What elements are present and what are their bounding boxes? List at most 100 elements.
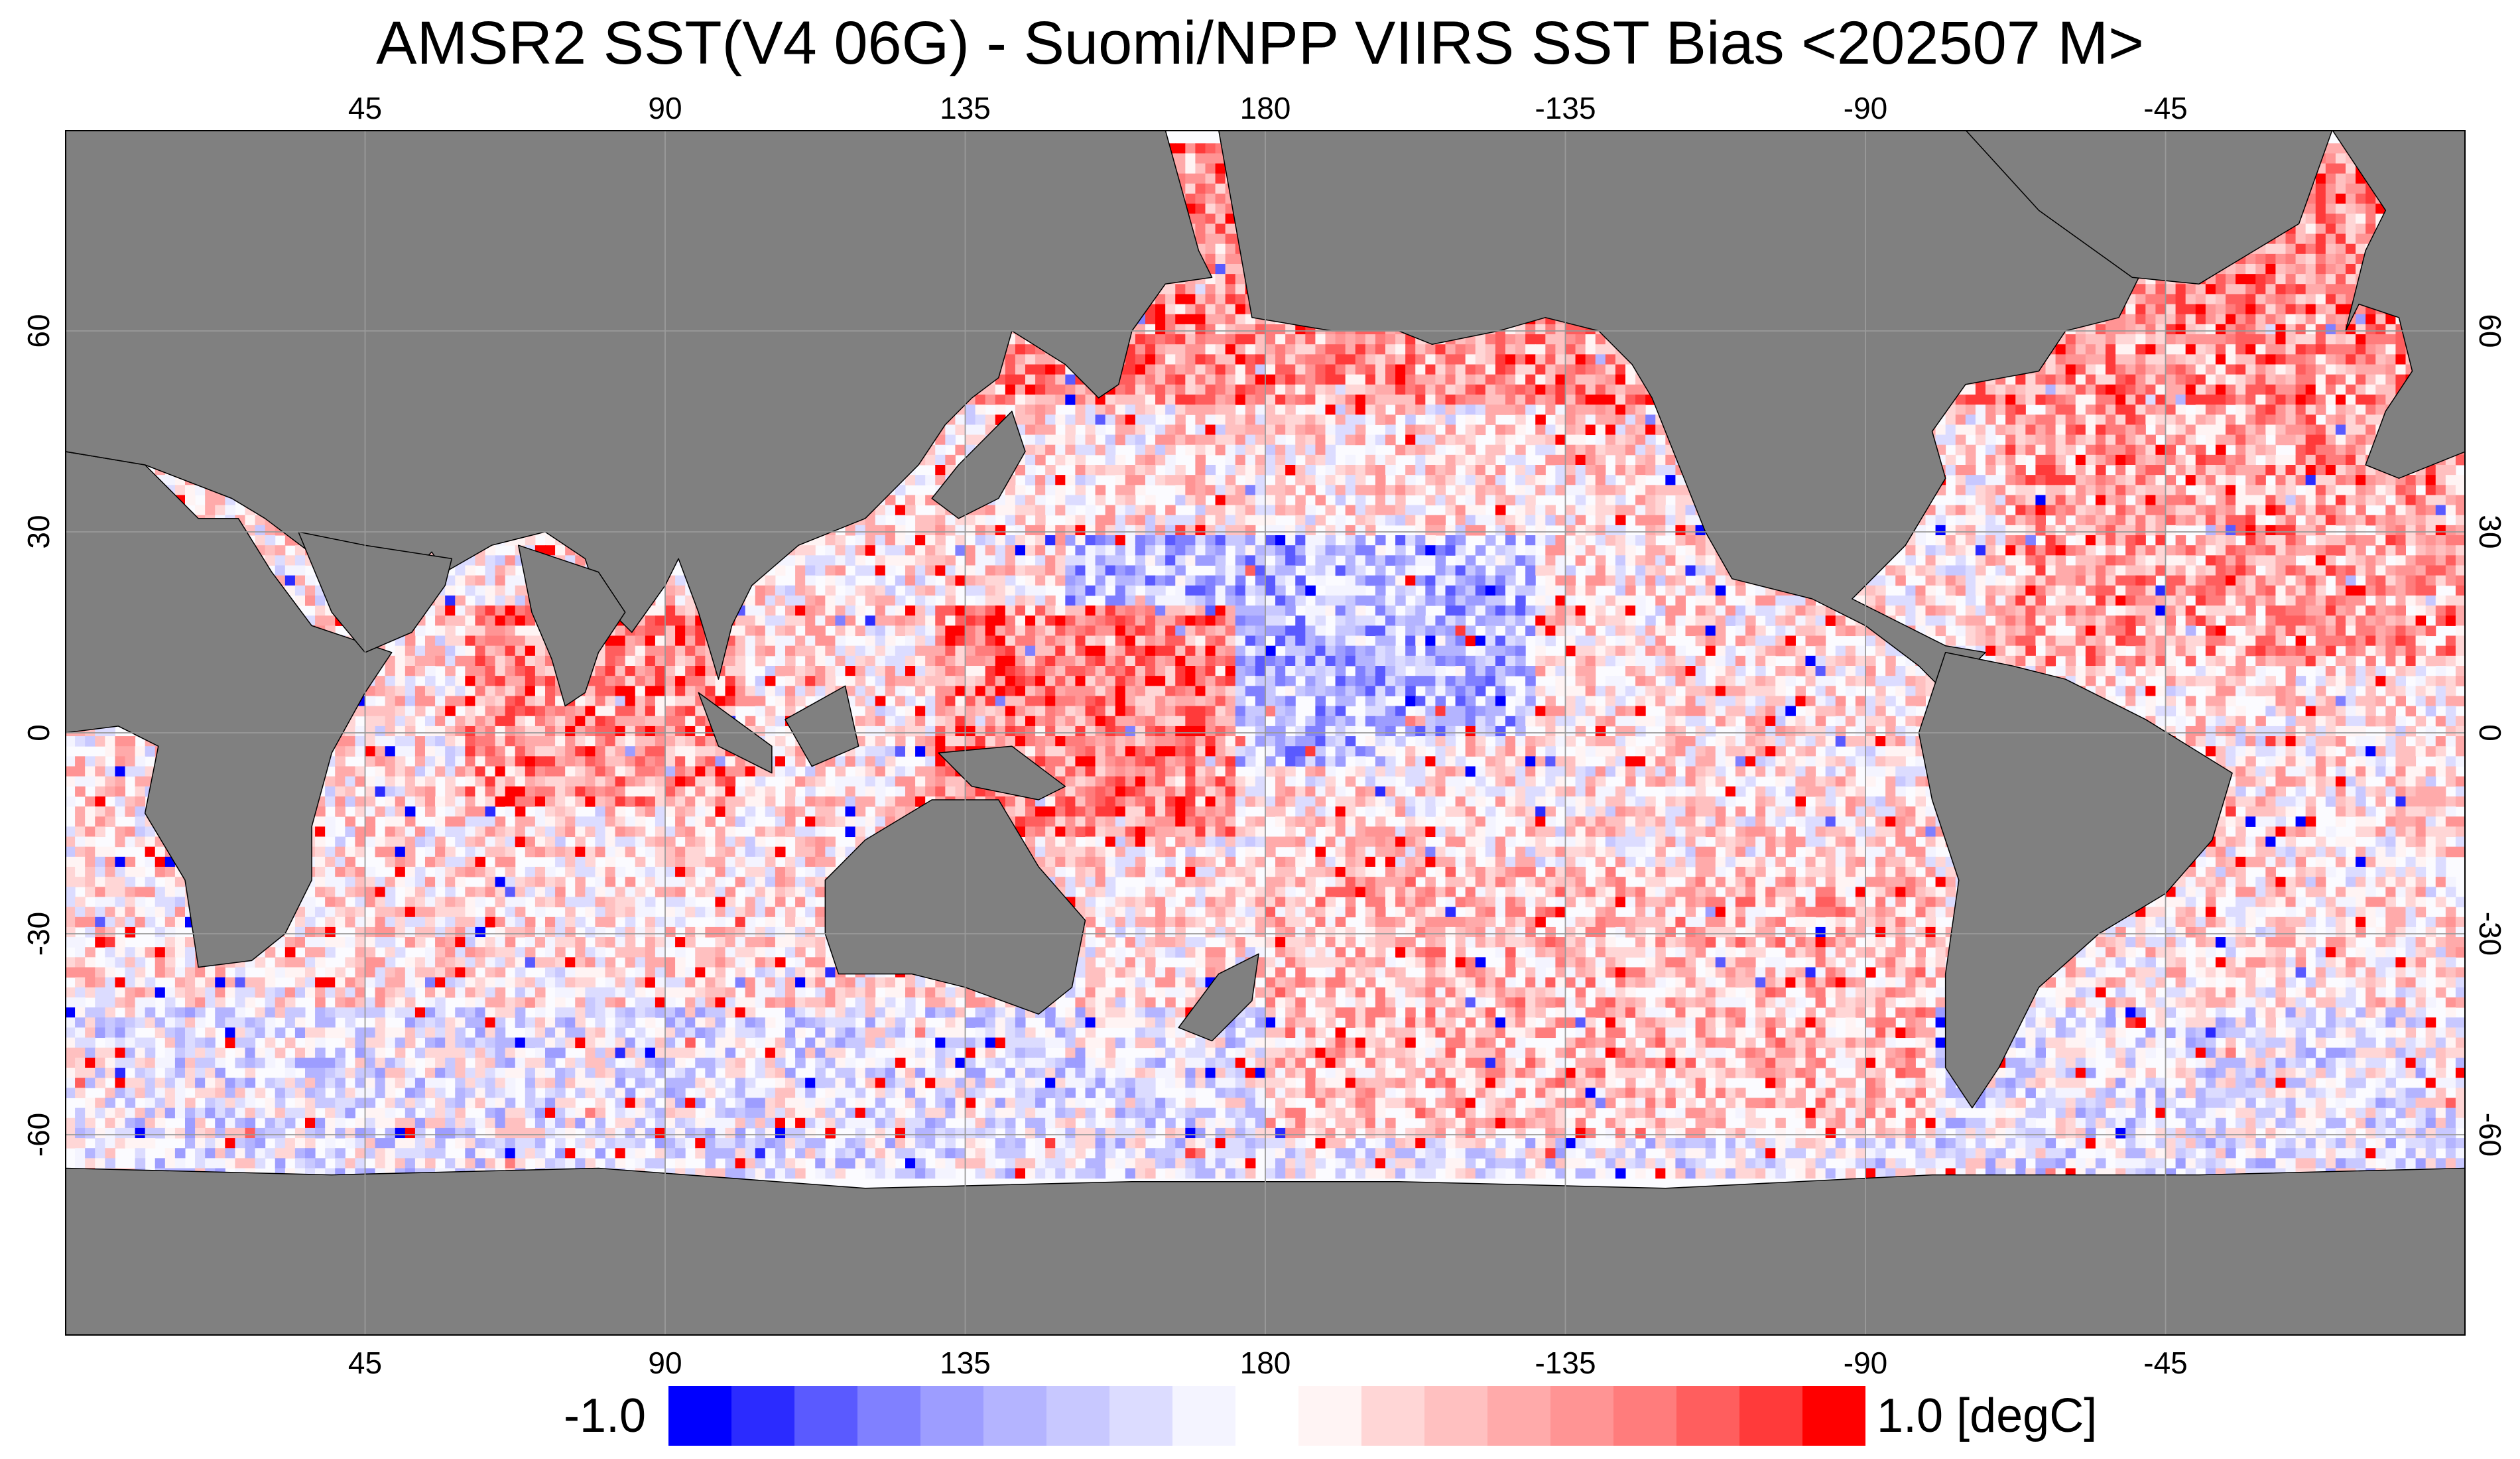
bias-cell: [1205, 173, 1216, 184]
bias-cell: [1195, 143, 1206, 154]
bias-cell: [2356, 223, 2366, 235]
bias-cell: [2215, 284, 2226, 294]
bias-cell: [2285, 274, 2297, 285]
bias-cell: [2236, 264, 2246, 275]
bias-cell: [1145, 334, 1156, 345]
bias-cell: [2346, 193, 2356, 204]
bias-cell: [2236, 314, 2246, 325]
bias-cell: [2365, 214, 2376, 224]
bias-cell: [2265, 294, 2276, 305]
bias-cell: [2346, 264, 2356, 275]
bias-cell: [2346, 173, 2356, 184]
bias-cell: [2346, 163, 2356, 174]
bias-cell: [2226, 324, 2236, 335]
bias-cell: [2335, 173, 2346, 184]
bias-cell: [2205, 314, 2216, 325]
bias-cell: [2275, 314, 2287, 325]
bias-cell: [1165, 344, 1176, 355]
bias-cell: [1235, 344, 1246, 355]
bias-cell: [1205, 143, 1216, 154]
bias-cell: [1545, 344, 1556, 355]
bias-cell: [1155, 334, 1166, 345]
bias-cell: [2295, 284, 2306, 294]
bias-cell: [1185, 153, 1196, 164]
bias-cell: [1225, 324, 1236, 335]
bias-cell: [1205, 233, 1216, 245]
bias-cell: [1385, 344, 1396, 355]
bias-cell: [2215, 294, 2226, 305]
bias-cell: [2305, 294, 2316, 305]
bias-cell: [2155, 304, 2167, 315]
bias-cell: [1385, 334, 1396, 345]
bias-cell: [1185, 183, 1196, 194]
bias-cell: [1235, 314, 1246, 325]
bias-cell: [1295, 334, 1306, 345]
bias-cell: [2335, 204, 2346, 214]
bias-cell: [1245, 324, 1256, 335]
bias-cell: [1195, 183, 1206, 194]
lon-tick-label: 45: [348, 92, 382, 125]
bias-cell: [2335, 233, 2346, 245]
bias-cell: [1225, 214, 1236, 224]
bias-cell: [1605, 344, 1616, 355]
bias-cell: [1195, 334, 1206, 345]
bias-cell: [2315, 314, 2326, 325]
bias-cell: [2236, 274, 2246, 285]
bias-cell: [1205, 304, 1216, 315]
bias-cell: [2325, 223, 2336, 235]
bias-cell: [1595, 334, 1606, 345]
bias-cell: [1575, 334, 1586, 345]
bias-cell: [2346, 274, 2356, 285]
bias-cell: [2315, 304, 2326, 315]
bias-cell: [2275, 274, 2287, 285]
bias-cell: [2325, 153, 2336, 164]
bias-cell: [1535, 344, 1546, 355]
lon-tick-label: 45: [348, 1346, 382, 1379]
bias-cell: [1295, 344, 1306, 355]
map-title: AMSR2 SST(V4 06G) - Suomi/NPP VIIRS SST …: [0, 0, 2520, 86]
bias-cell: [2356, 233, 2366, 245]
bias-cell: [2255, 284, 2266, 294]
bias-cell: [1315, 344, 1326, 355]
bias-cell: [1255, 324, 1266, 335]
bias-cell: [1405, 344, 1416, 355]
lon-tick-label: 180: [1240, 1346, 1291, 1379]
bias-cell: [2325, 253, 2336, 265]
bias-cell: [2135, 284, 2146, 294]
bias-cell: [2085, 324, 2096, 335]
bias-cell: [2165, 324, 2176, 335]
bias-cell: [1195, 284, 1206, 294]
bias-cell: [1315, 334, 1326, 345]
bias-cell: [1215, 223, 1226, 235]
bias-cell: [1585, 344, 1596, 355]
bias-cell: [2325, 334, 2336, 345]
bias-cell: [2295, 294, 2306, 305]
bias-cell: [2155, 324, 2167, 335]
bias-cell: [1165, 294, 1176, 305]
bias-cell: [1215, 243, 1226, 255]
bias-cell: [2295, 253, 2306, 265]
bias-cell: [1485, 334, 1496, 345]
bias-cell: [1135, 324, 1146, 335]
bias-cell: [2315, 173, 2326, 184]
bias-cell: [1155, 324, 1166, 335]
bias-cell: [2315, 294, 2326, 305]
bias-cell: [2346, 214, 2356, 224]
bias-cell: [2315, 193, 2326, 204]
bias-cell: [1265, 344, 1276, 355]
bias-cell: [2335, 163, 2346, 174]
bias-cell: [1305, 344, 1316, 355]
bias-cell: [2305, 324, 2316, 335]
bias-cell: [1335, 344, 1346, 355]
bias-cell: [2255, 294, 2266, 305]
bias-cell: [1225, 223, 1236, 235]
bias-cell: [1265, 334, 1276, 345]
bias-cell: [2325, 193, 2336, 204]
bias-cell: [1205, 214, 1216, 224]
bias-cell: [2265, 284, 2276, 294]
bias-cell: [2305, 274, 2316, 285]
bias-cell: [2245, 274, 2256, 285]
bias-cell: [1275, 334, 1286, 345]
bias-cell: [1195, 153, 1206, 164]
bias-cell: [2175, 334, 2186, 345]
